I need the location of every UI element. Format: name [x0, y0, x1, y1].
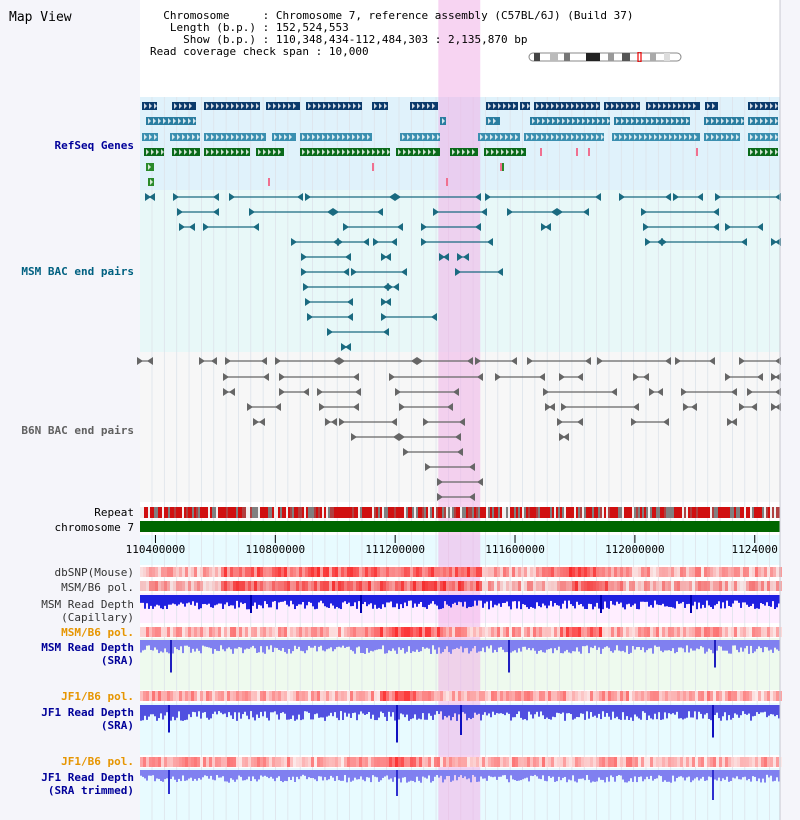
gene-feature[interactable]	[204, 133, 266, 141]
jf1-depth-trim-label-1[interactable]: JF1 Read Depth	[41, 771, 134, 784]
chromosome-label: Chromosome : Chromosome 7, reference ass…	[163, 9, 634, 22]
region-info: Chromosome : Chromosome 7, reference ass…	[150, 10, 633, 58]
msm-bac-pairs-track[interactable]	[145, 193, 781, 351]
gene-marker	[576, 148, 578, 156]
polymorphism-heatmaps	[140, 567, 782, 767]
b6n-bac-label[interactable]: B6N BAC end pairs	[21, 424, 134, 437]
gene-marker	[500, 163, 502, 171]
msm-b6-pol-sra-label[interactable]: MSM/B6 pol.	[61, 626, 134, 639]
show-value: 110,348,434-112,484,303 : 2,135,870 bp	[275, 33, 528, 46]
gene-marker	[540, 148, 542, 156]
jf1-depth-sra-label-1[interactable]: JF1 Read Depth	[41, 706, 134, 719]
jf1-depth-sra-label-2: (SRA)	[100, 719, 134, 732]
highlight-region	[438, 0, 481, 820]
refseq-label[interactable]: RefSeq Genes	[54, 139, 134, 152]
ruler-tick-label: 1124000	[732, 543, 778, 556]
gene-feature[interactable]	[484, 148, 526, 156]
gene-marker	[268, 178, 270, 186]
msm-bac-label[interactable]: MSM BAC end pairs	[21, 265, 134, 278]
gene-marker	[588, 148, 590, 156]
gene-feature[interactable]	[705, 102, 718, 110]
chromosome-ideogram[interactable]	[528, 52, 682, 62]
read-depth-tracks	[140, 595, 780, 800]
ruler-tick-label: 112000000	[605, 543, 665, 556]
coordinate-ruler: 110400000 110800000 111200000 111600000 1120…	[126, 535, 778, 556]
msm-depth-sra-label-1[interactable]: MSM Read Depth	[41, 641, 134, 654]
show-row: Show (b.p.) : 110,348,434-112,484,303 : …	[183, 33, 528, 46]
gene-marker	[446, 178, 448, 186]
msm-b6-pol-label[interactable]: MSM/B6 pol.	[61, 581, 134, 594]
msm-depth-sra-label-2: (SRA)	[100, 654, 134, 667]
gene-marker	[372, 163, 374, 171]
dbsnp-label[interactable]: dbSNP(Mouse)	[54, 566, 134, 579]
chromosome-bar	[140, 521, 780, 532]
msm-depth-cap-label-2: (Capillary)	[61, 611, 134, 624]
ruler-tick-label: 111200000	[365, 543, 425, 556]
gene-marker	[696, 148, 698, 156]
msm-depth-cap-label-1[interactable]: MSM Read Depth	[41, 598, 134, 611]
repeat-label: Repeat	[94, 506, 134, 519]
chromosome-label: chromosome 7	[54, 521, 134, 534]
chromosome-value: Chromosome 7, reference assembly (C57BL/…	[275, 9, 634, 22]
coverage-value: 10,000	[328, 45, 369, 58]
jf1-b6-pol-label[interactable]: JF1/B6 pol.	[61, 690, 134, 703]
page-title: Map View	[9, 10, 72, 25]
jf1-b6-pol-trim-label[interactable]: JF1/B6 pol.	[61, 755, 134, 768]
length-row: Length (b.p.) : 152,524,553	[169, 21, 349, 34]
refseq-genes-track[interactable]	[142, 102, 778, 186]
coverage-row: Read coverage check span : 10,000	[150, 45, 369, 58]
ruler-tick-label: 111600000	[485, 543, 545, 556]
repeat-track	[140, 507, 780, 518]
length-value: 152,524,553	[275, 21, 349, 34]
jf1-depth-trim-label-2: (SRA trimmed)	[47, 784, 134, 797]
gene-feature[interactable]	[478, 133, 520, 141]
gene-feature[interactable]	[300, 133, 372, 141]
ruler-tick-label: 110800000	[246, 543, 306, 556]
ruler-tick-label: 110400000	[126, 543, 186, 556]
gene-feature[interactable]	[486, 102, 518, 110]
b6n-bac-pairs-track[interactable]	[137, 357, 781, 501]
